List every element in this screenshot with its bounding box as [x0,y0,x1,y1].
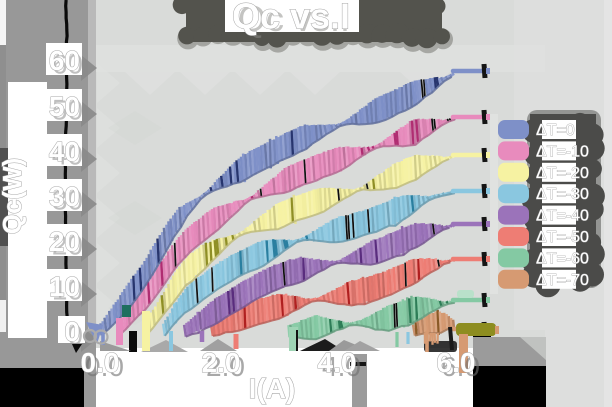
svg-text:ΔT=-10: ΔT=-10 [536,143,589,160]
svg-text:20: 20 [52,230,83,261]
svg-text:0.0: 0.0 [85,351,124,382]
svg-text:ΔT=-60: ΔT=-60 [536,250,589,267]
svg-text:40: 40 [52,140,83,171]
svg-text:ΔT=-40: ΔT=-40 [536,208,589,225]
svg-text:40: 40 [49,136,80,167]
svg-text:30: 30 [52,185,83,216]
svg-text:ΔT=-30: ΔT=-30 [536,186,589,203]
svg-text:20: 20 [49,226,80,257]
svg-text:Qc vs.I: Qc vs.I [232,0,350,37]
svg-text:6.0: 6.0 [437,347,476,378]
svg-text:2.0: 2.0 [202,347,241,378]
svg-text:60: 60 [52,49,83,80]
svg-text:10: 10 [49,271,80,302]
svg-text:ΔT=0: ΔT=0 [536,122,575,139]
svg-text:0: 0 [64,316,80,347]
svg-text:30: 30 [49,181,80,212]
svg-text:2.0: 2.0 [206,351,245,382]
svg-text:4.0: 4.0 [318,347,357,378]
svg-text:0: 0 [67,320,83,351]
svg-text:I(A): I(A) [249,373,296,404]
svg-text:60: 60 [49,45,80,76]
svg-text:ΔT=-20: ΔT=-20 [536,165,589,182]
svg-text:10: 10 [52,275,83,306]
svg-text:4.0: 4.0 [322,351,361,382]
svg-text:Qc(W): Qc(W) [0,158,27,235]
svg-text:6.0: 6.0 [441,351,480,382]
svg-text:Qc vs.I: Qc vs.I [238,0,350,39]
svg-text:ΔT=-50: ΔT=-50 [536,229,589,246]
svg-text:50: 50 [49,91,80,122]
svg-text:0.0: 0.0 [81,347,120,378]
svg-text:ΔT=-70: ΔT=-70 [536,272,589,289]
svg-text:50: 50 [52,95,83,126]
